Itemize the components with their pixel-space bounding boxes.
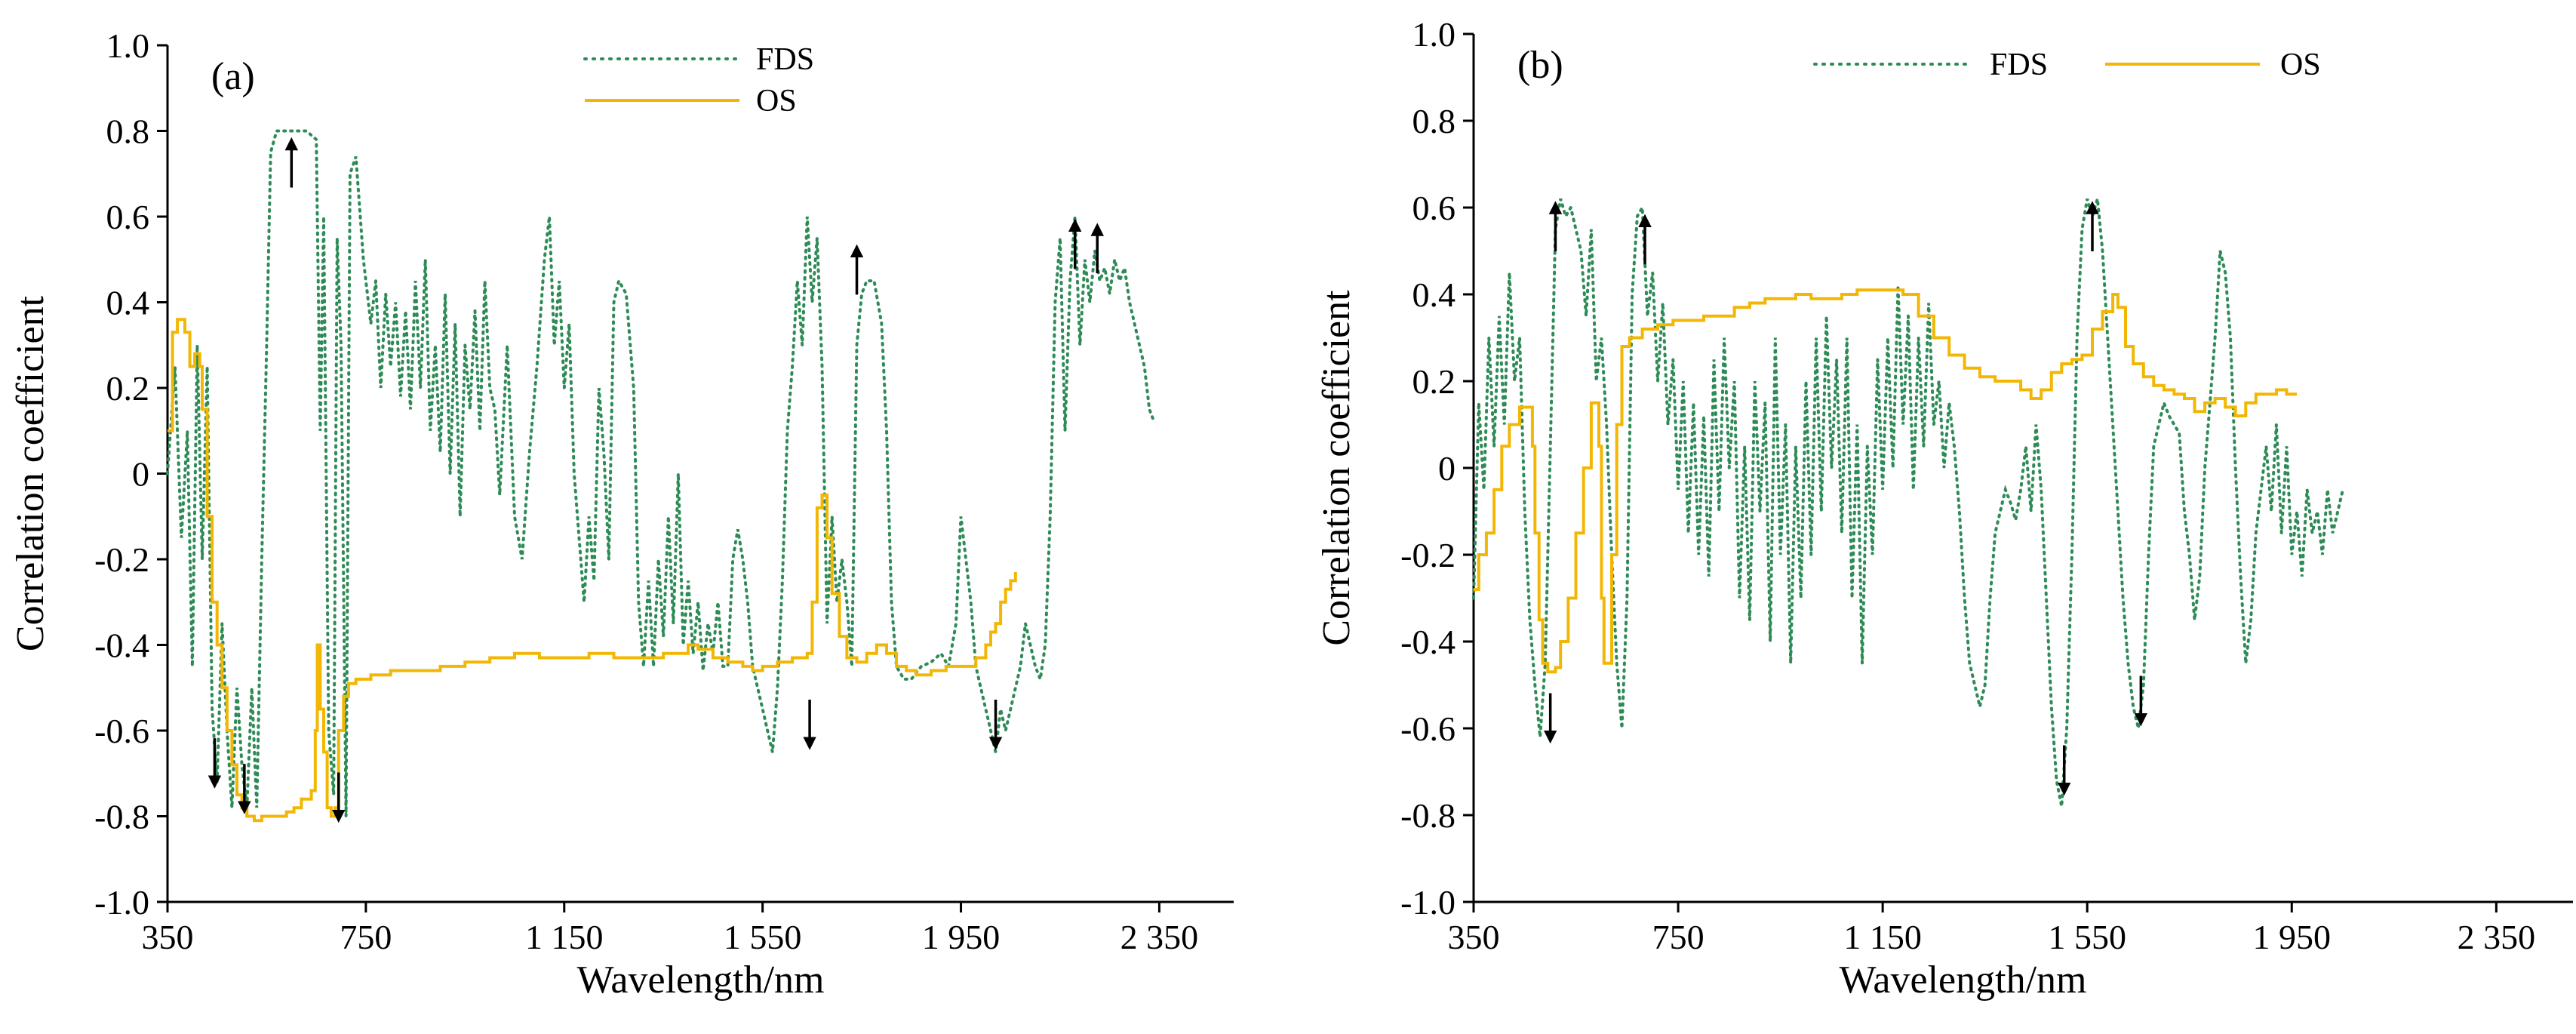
y-tick-label: -1.0	[1400, 883, 1456, 922]
x-tick-label: 2 350	[1120, 918, 1199, 956]
x-tick-label: 1 150	[1843, 918, 1922, 956]
x-tick-label: 1 150	[525, 918, 604, 956]
x-tick-label: 1 550	[2048, 918, 2126, 956]
x-tick-label: 750	[340, 918, 392, 956]
legend-label-fds: FDS	[1990, 48, 2048, 82]
y-tick-label: 0	[132, 455, 149, 494]
y-tick-label: -0.2	[1400, 536, 1456, 574]
series-line-fds	[166, 129, 1156, 817]
y-tick-label: -0.8	[1400, 796, 1456, 835]
y-axis-title: Correlation coefficient	[9, 295, 52, 651]
series-line-os	[1474, 288, 2298, 674]
y-tick-label: 0.6	[1412, 189, 1456, 227]
y-tick-label: -0.8	[94, 798, 149, 836]
series-line-fds	[1472, 198, 2344, 807]
x-tick-label: 1 950	[2253, 918, 2332, 956]
chart-panel-a: -1.0 -0.8 -0.6 -0.4 -0.2 0 0.2 0.4 0.6 0.8 1.0 350 7…	[9, 26, 1234, 1002]
y-tick-label: 1.0	[1412, 15, 1456, 54]
y-tick-label: -0.6	[94, 712, 149, 750]
y-tick-label: -0.6	[1400, 709, 1456, 748]
y-tick-label: -1.0	[94, 883, 149, 922]
x-tick-label: 2 350	[2458, 918, 2536, 956]
y-tick-label: -0.4	[1400, 623, 1456, 661]
y-tick-label: 0.4	[1412, 275, 1456, 314]
legend-label-fds: FDS	[756, 42, 814, 77]
x-tick-label: 1 550	[724, 918, 802, 956]
x-tick-label: 1 950	[922, 918, 1001, 956]
y-tick-label: 0	[1438, 449, 1456, 488]
x-axis-title: Wavelength/nm	[1840, 959, 2087, 1002]
x-tick-label: 350	[1448, 918, 1500, 956]
legend-label-os: OS	[756, 84, 797, 118]
legend: FDS OS	[583, 42, 814, 118]
y-tick-label: 0.2	[106, 369, 150, 408]
x-tick-label: 350	[142, 918, 194, 956]
y-tick-label: -0.4	[94, 626, 149, 665]
panel-label: (a)	[211, 55, 255, 98]
y-tick-label: 0.6	[106, 198, 150, 236]
x-axis-title: Wavelength/nm	[577, 959, 825, 1002]
y-tick-label: 0.8	[106, 112, 150, 151]
panel-label: (b)	[1517, 44, 1563, 87]
chart-panel-b: -1.0 -0.8 -0.6 -0.4 -0.2 0 0.2 0.4 0.6 0.8 1.0 350 7…	[1315, 15, 2573, 1002]
y-tick-label: 1.0	[106, 26, 150, 65]
series-line-os	[168, 318, 1017, 823]
x-tick-label: 750	[1652, 918, 1705, 956]
y-axis-title: Correlation coefficient	[1315, 290, 1358, 646]
y-tick-label: 0.4	[106, 284, 150, 322]
legend: FDS OS	[1813, 48, 2321, 82]
y-tick-label: 0.8	[1412, 102, 1456, 140]
y-tick-label: -0.2	[94, 540, 149, 579]
y-tick-label: 0.2	[1412, 362, 1456, 401]
legend-label-os: OS	[2280, 48, 2321, 82]
